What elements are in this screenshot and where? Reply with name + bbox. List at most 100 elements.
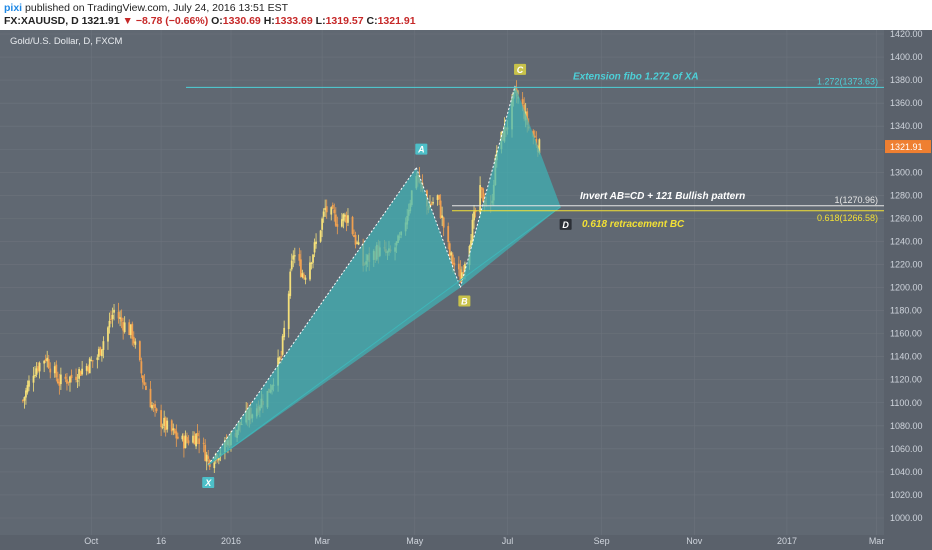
x-tick-label: Jul	[502, 536, 514, 546]
x-tick-label: 16	[156, 536, 166, 546]
extension-annotation: Extension fibo 1.272 of XA	[573, 71, 699, 82]
candle-body	[154, 404, 156, 409]
pattern-xab-triangle	[208, 167, 461, 465]
candle-body	[123, 322, 126, 333]
candle-body	[28, 380, 30, 387]
candle-body	[325, 206, 328, 213]
candle-body	[336, 224, 339, 227]
candle-body	[46, 357, 49, 362]
y-tick-label: 1380.00	[890, 75, 923, 85]
candle-body	[85, 365, 88, 371]
time-axis[interactable]: Oct 16 2016 Mar May Jul Sep Nov 2017 Mar	[84, 536, 884, 546]
candle-body	[67, 381, 70, 383]
close-value: 1321.91	[377, 15, 416, 27]
author-link[interactable]: pixi	[4, 2, 23, 14]
candle-body	[87, 366, 90, 372]
price-axis[interactable]: 1000.00 1020.00 1040.00 1060.00 1080.00 1100.…	[0, 30, 932, 550]
candle-body	[129, 324, 132, 335]
candle-body	[21, 400, 24, 402]
candle-body	[448, 243, 451, 256]
candle-body	[322, 211, 325, 217]
candle-body	[119, 317, 122, 319]
open-label: O:	[211, 15, 223, 27]
candle-body	[202, 442, 205, 444]
candle-body	[141, 375, 144, 383]
point-label-text: B	[461, 297, 468, 307]
candle-body	[88, 358, 91, 374]
candle-body	[47, 359, 50, 369]
candle-body	[99, 347, 102, 356]
candle-body	[460, 272, 463, 281]
candle-body	[173, 428, 176, 434]
price-chart[interactable]: X A B C D 1.272(1373.63) 1(1270.96) 0.618(1266…	[0, 30, 932, 550]
high-value: 1333.69	[274, 15, 313, 27]
candle-body	[281, 336, 284, 355]
candle-body	[176, 436, 179, 439]
candle-body	[38, 362, 41, 372]
candle-body	[132, 336, 135, 344]
ab-leg	[415, 167, 461, 288]
x-tick-label: Oct	[84, 536, 99, 546]
candle-body	[138, 341, 141, 361]
y-tick-label: 1040.00	[890, 467, 923, 477]
high-label: H:	[263, 15, 275, 27]
candle-body	[196, 433, 199, 437]
x-tick-label: Nov	[686, 536, 703, 546]
candle-body	[324, 207, 327, 211]
y-tick-label: 1260.00	[890, 213, 923, 223]
candle-body	[521, 99, 524, 105]
candle-body	[164, 417, 167, 430]
candle-body	[441, 215, 444, 218]
fib-levels: 1.272(1373.63) 1(1270.96) 0.618(1266.58) Ex…	[186, 71, 884, 230]
candle-body	[100, 349, 103, 357]
candle-body	[110, 318, 112, 320]
candle-body	[313, 242, 316, 253]
candle-body	[56, 378, 59, 384]
candle-body	[204, 444, 207, 461]
extension-level-label: 1.272(1373.63)	[817, 76, 878, 86]
candle-body	[170, 420, 173, 432]
publish-line: pixi published on TradingView.com, July …	[4, 2, 288, 14]
candle-body	[442, 217, 445, 228]
candle-body	[117, 311, 120, 319]
candle-body	[354, 235, 357, 245]
candle-body	[120, 317, 123, 322]
candle-body	[64, 376, 67, 379]
candle-body	[113, 309, 115, 313]
level-618-label: 0.618(1266.58)	[817, 213, 878, 223]
candle-body	[131, 323, 134, 339]
candle-body	[205, 454, 208, 462]
candle-body	[353, 234, 355, 238]
candle-body	[97, 349, 100, 357]
candle-body	[70, 374, 73, 379]
candle-body	[436, 195, 439, 200]
candle-body	[55, 364, 58, 378]
symbol-label[interactable]: FX:XAUUSD, D	[4, 15, 79, 27]
candle-body	[175, 431, 178, 439]
point-label-text: C	[517, 65, 524, 75]
y-tick-label: 1140.00	[890, 352, 922, 362]
candle-body	[160, 410, 163, 428]
candle-body	[23, 397, 26, 401]
candle-body	[149, 388, 152, 408]
x-tick-label: Mar	[869, 536, 885, 546]
candle-body	[453, 262, 456, 266]
open-value: 1330.69	[222, 15, 261, 27]
candle-body	[280, 356, 283, 358]
y-tick-label: 1020.00	[890, 490, 923, 500]
candle-body	[473, 211, 475, 221]
candle-body	[331, 204, 334, 209]
candle-body	[356, 242, 358, 244]
candle-body	[59, 374, 62, 385]
candle-body	[155, 408, 158, 412]
candle-body	[340, 219, 343, 227]
candle-body	[44, 359, 47, 361]
candle-body	[293, 255, 296, 257]
candle-body	[90, 359, 93, 361]
candle-body	[35, 368, 38, 375]
y-tick-label: 1080.00	[890, 421, 923, 431]
candle-body	[464, 263, 466, 272]
candle-body	[357, 242, 360, 245]
candle-body	[128, 322, 131, 335]
y-tick-label: 1000.00	[890, 513, 923, 523]
